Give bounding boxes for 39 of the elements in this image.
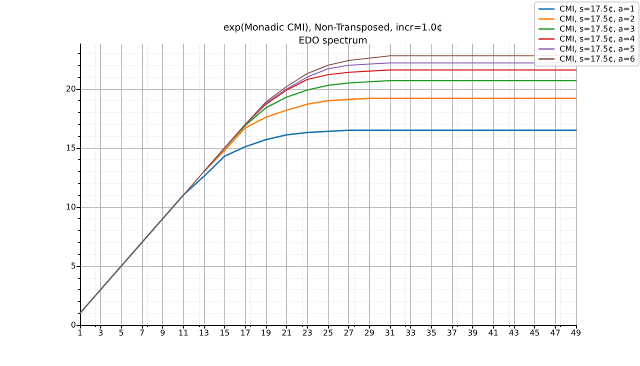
line-series — [79, 129, 577, 314]
x-tick-label: 41 — [488, 328, 498, 338]
x-tick-label: 47 — [550, 328, 560, 338]
x-tick-label: 19 — [260, 328, 272, 338]
x-tick-label: 29 — [364, 328, 374, 338]
x-tick-label: 37 — [446, 328, 458, 338]
y-tick-label: 5 — [70, 261, 76, 270]
x-tick-label: 9 — [160, 328, 166, 338]
x-tick-label: 35 — [426, 328, 436, 338]
legend-label: CMI, s=17.5¢, a=5 — [560, 44, 636, 54]
x-tick-label: 17 — [240, 328, 250, 338]
x-tick-label: 11 — [178, 328, 188, 338]
x-tick-label: 5 — [118, 328, 124, 338]
legend-label: CMI, s=17.5¢, a=6 — [560, 54, 636, 64]
x-tick-label: 43 — [508, 328, 520, 338]
x-tick-label: 33 — [406, 328, 416, 338]
x-tick-label: 15 — [220, 328, 230, 338]
legend-label: CMI, s=17.5¢, a=4 — [560, 34, 636, 44]
x-tick-label: 45 — [530, 328, 540, 338]
x-tick-label: 21 — [282, 328, 292, 338]
y-tick-label: 15 — [66, 143, 76, 152]
chart-subtitle: EDO spectrum — [298, 36, 368, 46]
legend-label: CMI, s=17.5¢, a=2 — [560, 14, 636, 24]
x-tick-label: 23 — [302, 328, 312, 338]
x-tick-label: 1 — [77, 328, 83, 338]
legend-label: CMI, s=17.5¢, a=1 — [560, 4, 636, 14]
legend-label: CMI, s=17.5¢, a=3 — [560, 24, 636, 34]
x-tick-label: 27 — [344, 328, 354, 338]
chart-title: exp(Monadic CMI), Non-Transposed, incr=1.0¢ — [223, 22, 443, 34]
y-tick-label: 0 — [70, 320, 76, 330]
x-tick-label: 13 — [198, 328, 210, 338]
y-tick-label: 20 — [66, 84, 76, 94]
x-tick-label: 31 — [384, 328, 396, 338]
x-tick-label: 3 — [98, 328, 104, 338]
y-tick-label: 10 — [66, 202, 76, 212]
x-tick-label: 39 — [468, 328, 478, 338]
x-tick-label: 7 — [139, 328, 145, 338]
x-tick-label: 49 — [570, 328, 582, 338]
x-tick-label: 25 — [322, 328, 334, 338]
